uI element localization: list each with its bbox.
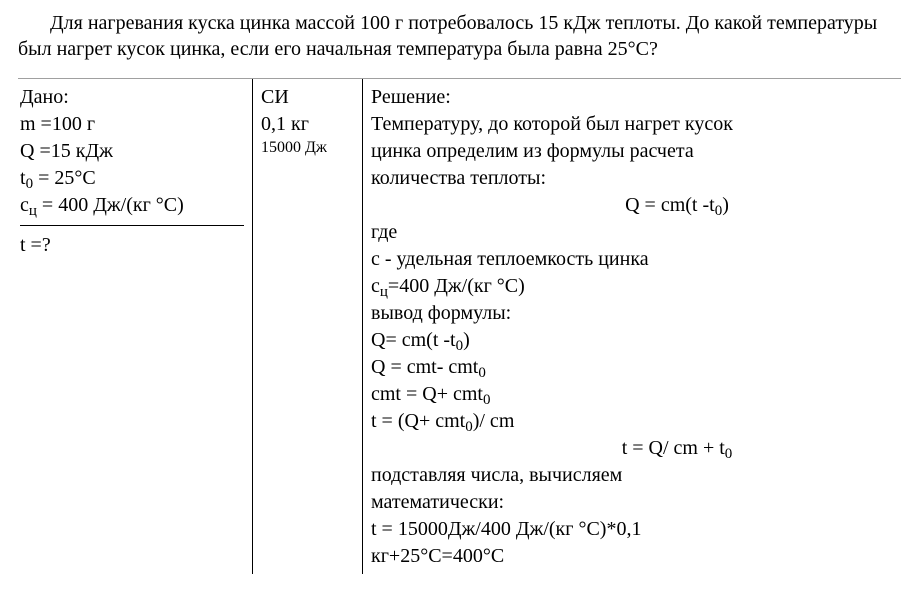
solution-grid: Дано: m =100 г Q =15 кДж t0 = 25°С сц = … [18, 78, 901, 574]
calc-line-2: кг+25°С=400°С [371, 543, 893, 569]
step1-sub: 0 [456, 338, 464, 354]
c-val-sub: ц [380, 284, 388, 300]
formula-pre: Q = cm(t -t [625, 194, 715, 216]
step3-sub: 0 [483, 392, 491, 408]
c-label: с [20, 194, 29, 216]
step-2: Q = cmt- cmt0 [371, 354, 893, 380]
step1-pre: Q= cm(t -t [371, 329, 456, 351]
si-mass: 0,1 кг [261, 111, 354, 137]
problem-statement: Для нагревания куска цинка массой 100 г … [18, 10, 901, 62]
step-3: cmt = Q+ cmt0 [371, 381, 893, 407]
c-val: = 400 Дж/(кг °С) [37, 194, 184, 216]
step-1: Q= cm(t -t0) [371, 327, 893, 353]
c-val-post: =400 Дж/(кг °С) [388, 275, 525, 297]
find-block: t =? [20, 232, 244, 258]
t0-sub: 0 [26, 176, 34, 192]
step3-pre: cmt = Q+ cmt [371, 383, 483, 405]
given-column: Дано: m =100 г Q =15 кДж t0 = 25°С сц = … [18, 79, 253, 574]
calc-line-1: t = 15000Дж/400 Дж/(кг °С)*0,1 [371, 516, 893, 542]
step4-pre: t = (Q+ cmt [371, 410, 465, 432]
solution-column: Решение: Температуру, до которой был наг… [363, 79, 901, 574]
c-value-line: сц=400 Дж/(кг °С) [371, 273, 893, 299]
main-formula: Q = cm(t -t0) [371, 192, 893, 218]
derivation-label: вывод формулы: [371, 300, 893, 326]
solution-header: Решение: [371, 84, 893, 110]
c-val-pre: с [371, 275, 380, 297]
step2-sub: 0 [478, 365, 486, 381]
step1-post: ) [463, 329, 470, 351]
t0-val: = 25°С [33, 167, 96, 189]
given-heat: Q =15 кДж [20, 138, 244, 164]
t0-label: t [20, 167, 26, 189]
intro-line-2: цинка определим из формулы расчета [371, 138, 893, 164]
where-label: где [371, 219, 893, 245]
step5-pre: t = Q/ cm + t [622, 437, 725, 459]
given-block: Дано: m =100 г Q =15 кДж t0 = 25°С сц = … [20, 84, 244, 226]
step-4: t = (Q+ cmt0)/ cm [371, 408, 893, 434]
calc-label-2: математически: [371, 489, 893, 515]
intro-line-1: Температуру, до которой был нагрет кусок [371, 111, 893, 137]
c-sub: ц [29, 203, 37, 219]
step-5: t = Q/ cm + t0 [371, 435, 893, 461]
si-column: СИ 0,1 кг 15000 Дж [253, 79, 363, 574]
step4-sub: 0 [465, 419, 473, 435]
si-heat: 15000 Дж [261, 138, 354, 159]
given-t0: t0 = 25°С [20, 165, 244, 191]
given-c: сц = 400 Дж/(кг °С) [20, 192, 244, 218]
given-header: Дано: [20, 84, 244, 110]
formula-sub: 0 [715, 203, 723, 219]
step2-pre: Q = cmt- cmt [371, 356, 478, 378]
intro-line-3: количества теплоты: [371, 165, 893, 191]
formula-post: ) [722, 194, 729, 216]
step5-sub: 0 [725, 446, 733, 462]
given-mass: m =100 г [20, 111, 244, 137]
c-definition: c - удельная теплоемкость цинка [371, 246, 893, 272]
si-header: СИ [261, 84, 354, 110]
calc-label-1: подставляя числа, вычисляем [371, 462, 893, 488]
step4-post: )/ cm [473, 410, 515, 432]
